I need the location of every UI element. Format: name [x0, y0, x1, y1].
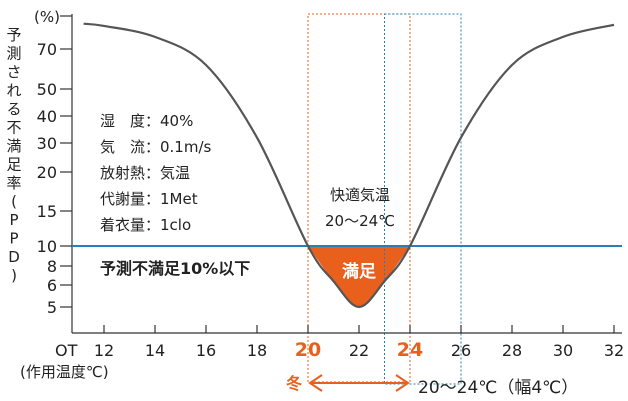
- x-tick-label: 26: [451, 341, 471, 360]
- condition-line: 代謝量：1Met: [100, 190, 198, 208]
- y-tick-label: 30: [37, 134, 57, 153]
- y-tick-label: 5: [47, 298, 57, 317]
- comfort-caption-line: 快適気温: [330, 186, 390, 204]
- winter-arrow-left-head: [308, 374, 323, 392]
- y-axis-title-char: 率: [6, 174, 21, 192]
- ppd-curve: [83, 22, 615, 309]
- ppd-curve-group: [72, 22, 622, 309]
- winter-season-label: 冬: [286, 374, 302, 393]
- y-tick-label: 10: [37, 237, 57, 256]
- y-axis-title-char: P: [9, 230, 18, 248]
- x-tick-label: 12: [94, 341, 114, 360]
- y-axis-title-char: 満: [6, 137, 21, 155]
- condition-line: 着衣量：1clo: [100, 216, 191, 234]
- comfort-caption-line: 20〜24℃: [325, 212, 395, 230]
- x-axis-label: (作用温度℃): [20, 363, 109, 381]
- y-unit-label: (%): [34, 8, 60, 26]
- condition-line: 湿 度：40%: [100, 112, 193, 130]
- y-axis-title-char: 予: [6, 26, 21, 44]
- condition-line: 気 流：0.1m/s: [100, 138, 212, 156]
- y-axis-title-char: D: [8, 248, 20, 266]
- y-tick-label: 40: [37, 107, 57, 126]
- y-tick-label: 15: [37, 202, 57, 221]
- x-tick-label: 28: [502, 341, 522, 360]
- x-tick-label: 32: [604, 341, 624, 360]
- y-axis-title-char: 足: [6, 156, 21, 174]
- x-tick-label: 22: [349, 341, 369, 360]
- x-tick-label: 24: [397, 339, 423, 361]
- y-axis-title-char: 不: [6, 119, 21, 137]
- y-axis-title-char: 測: [6, 45, 21, 63]
- winter-range-label: 20〜24℃（幅4℃）: [418, 378, 578, 398]
- y-tick-label: 8: [47, 257, 57, 276]
- y-axis-title-char: れ: [6, 82, 21, 100]
- y-axis-title-char: P: [9, 211, 18, 229]
- y-axis-title-char: (: [11, 193, 17, 211]
- condition-line: 放射熱：気温: [100, 164, 190, 182]
- x-tick-label: 18: [247, 341, 267, 360]
- blue-range-box: [384, 13, 462, 385]
- y-axis-title-char: さ: [6, 63, 21, 81]
- y-axis-title-char: る: [6, 100, 21, 118]
- y-tick-label: 6: [47, 276, 57, 295]
- x-tick-label: 20: [295, 339, 321, 361]
- y-tick-label: 20: [37, 163, 57, 182]
- x-tick-label: 16: [196, 341, 216, 360]
- comfort-zone-label: 満足: [342, 261, 376, 282]
- y-tick-label: 70: [37, 40, 57, 59]
- threshold-label: 予測不満足10%以下: [100, 259, 250, 278]
- y-axis-title: 予測される不満足率(P P D): [6, 26, 21, 285]
- x-tick-label: 30: [553, 341, 573, 360]
- y-tick-label: 50: [37, 80, 57, 99]
- x-axis-prefix: OT: [55, 341, 78, 360]
- winter-arrow-right-head: [395, 374, 410, 392]
- comfort-zone-group: 満足: [308, 246, 410, 307]
- y-axis-title-char: ): [11, 267, 17, 285]
- x-tick-label: 14: [145, 341, 165, 360]
